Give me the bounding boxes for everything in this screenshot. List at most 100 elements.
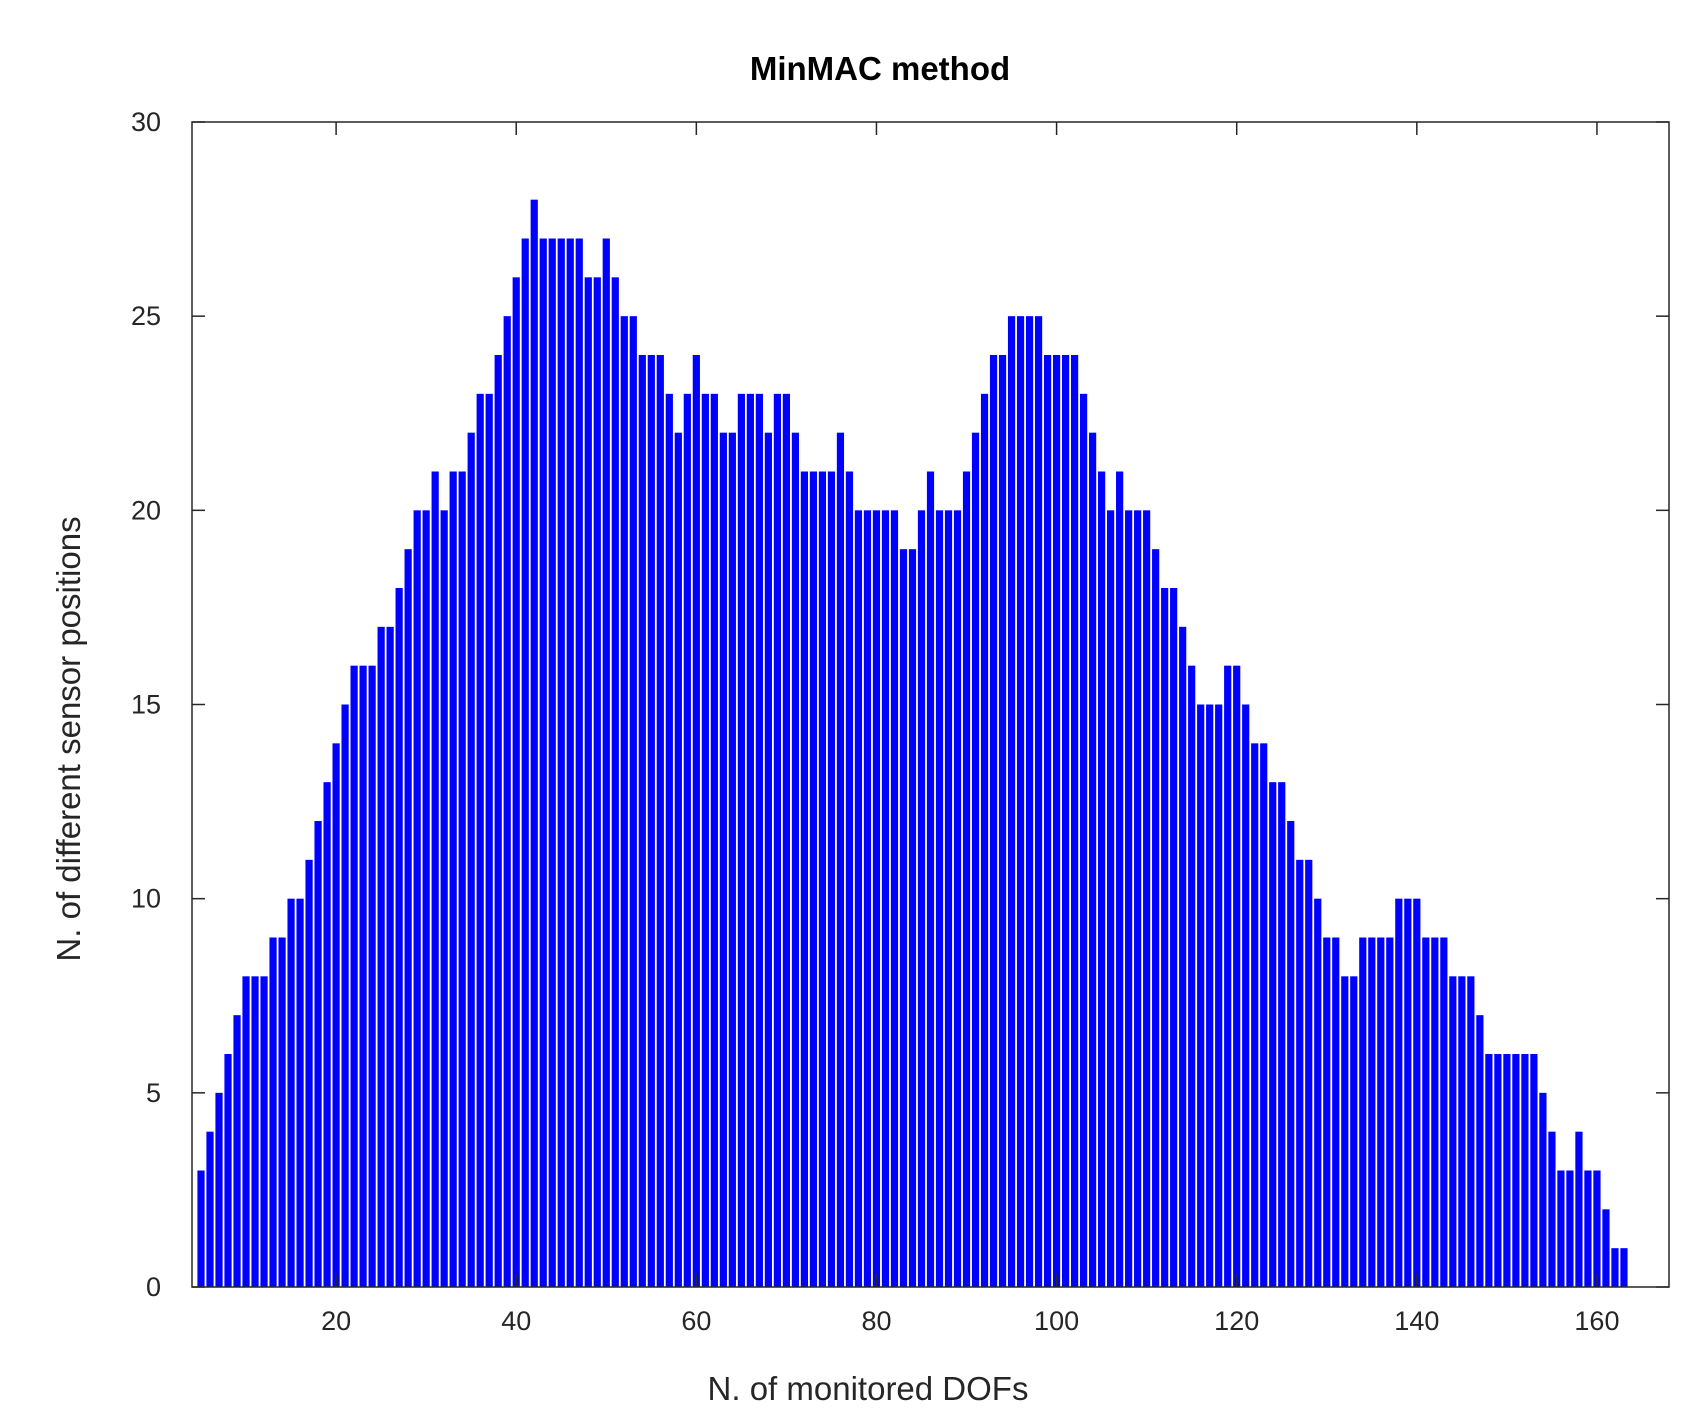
bar-92 (980, 393, 989, 1288)
bar-70 (782, 393, 790, 1288)
bar-84 (908, 549, 917, 1287)
bar-134 (1359, 937, 1367, 1287)
bar-35 (467, 432, 475, 1287)
bar-106 (1107, 510, 1115, 1288)
bar-128 (1305, 859, 1313, 1287)
bar-62 (710, 393, 718, 1288)
bar-17 (305, 859, 313, 1287)
y-tick-label-25: 25 (131, 301, 161, 331)
bar-133 (1350, 976, 1358, 1287)
bar-31 (431, 471, 439, 1287)
bar-101 (1061, 355, 1070, 1287)
bar-114 (1179, 626, 1187, 1287)
bar-82 (890, 510, 899, 1288)
bar-50 (602, 238, 610, 1287)
bar-58 (674, 432, 682, 1287)
bar-146 (1467, 976, 1475, 1287)
bar-6 (206, 1131, 214, 1287)
x-tick-label-160: 160 (1574, 1306, 1619, 1336)
bar-25 (377, 626, 385, 1287)
bar-66 (746, 393, 754, 1288)
bar-44 (548, 238, 556, 1287)
bar-159 (1584, 1170, 1592, 1287)
bar-41 (521, 238, 529, 1287)
bar-125 (1278, 782, 1286, 1287)
bar-118 (1215, 704, 1223, 1287)
y-axis-title: N. of different sensor positions (50, 516, 87, 961)
bar-136 (1377, 937, 1385, 1287)
bar-107 (1116, 471, 1124, 1287)
bar-39 (503, 316, 511, 1287)
bar-117 (1206, 704, 1214, 1287)
bar-147 (1476, 1015, 1484, 1287)
bar-85 (917, 510, 926, 1288)
bar-69 (773, 393, 781, 1288)
bar-75 (827, 471, 836, 1287)
bar-29 (413, 510, 421, 1288)
bar-145 (1458, 976, 1466, 1287)
bar-65 (737, 393, 745, 1288)
bar-161 (1602, 1209, 1610, 1287)
x-tick-label-20: 20 (321, 1306, 351, 1336)
bar-155 (1548, 1131, 1556, 1287)
bar-108 (1125, 510, 1133, 1288)
x-tick-label-100: 100 (1034, 1306, 1079, 1336)
bar-94 (998, 355, 1007, 1287)
bar-105 (1098, 471, 1106, 1287)
bar-100 (1052, 355, 1061, 1287)
bar-96 (1016, 316, 1025, 1287)
bar-138 (1395, 898, 1403, 1287)
bar-15 (287, 898, 295, 1287)
bar-148 (1485, 1054, 1493, 1287)
y-tick-label-0: 0 (146, 1272, 161, 1302)
bar-56 (656, 355, 664, 1287)
bar-135 (1368, 937, 1376, 1287)
bar-126 (1287, 821, 1295, 1287)
bar-81 (881, 510, 890, 1288)
bar-160 (1593, 1170, 1601, 1287)
bar-86 (926, 471, 935, 1287)
bar-144 (1449, 976, 1457, 1287)
bar-53 (629, 316, 637, 1287)
bar-141 (1422, 937, 1430, 1287)
bar-99 (1043, 355, 1052, 1287)
bar-49 (593, 277, 601, 1288)
bar-47 (575, 238, 583, 1287)
bar-137 (1386, 937, 1394, 1287)
y-tick-label-20: 20 (131, 495, 161, 525)
bar-42 (530, 199, 538, 1287)
x-axis-title: N. of monitored DOFs (708, 1370, 1029, 1407)
bar-23 (359, 665, 367, 1287)
bar-151 (1512, 1054, 1520, 1287)
bar-120 (1233, 665, 1241, 1287)
bar-32 (440, 510, 448, 1288)
bar-80 (872, 510, 881, 1288)
bar-119 (1224, 665, 1232, 1287)
y-tick-label-10: 10 (131, 884, 161, 914)
bar-48 (584, 277, 592, 1288)
bar-139 (1404, 898, 1412, 1287)
bar-52 (620, 316, 628, 1287)
bar-51 (611, 277, 619, 1288)
bar-124 (1269, 782, 1277, 1287)
bar-113 (1170, 588, 1178, 1287)
bar-8 (224, 1054, 232, 1287)
bars-group (197, 199, 1628, 1288)
bar-162 (1611, 1248, 1619, 1287)
bar-28 (404, 549, 412, 1287)
bar-14 (278, 937, 286, 1287)
bar-130 (1323, 937, 1331, 1287)
bar-97 (1025, 316, 1034, 1287)
bar-45 (557, 238, 565, 1287)
bar-127 (1296, 859, 1304, 1287)
bar-102 (1071, 355, 1079, 1287)
bar-59 (683, 393, 691, 1288)
bar-93 (989, 355, 998, 1287)
bar-16 (296, 898, 304, 1287)
bar-11 (251, 976, 259, 1287)
bar-67 (755, 393, 763, 1288)
tick-labels-group: 20 40 60 80 100 120 140 160 0 5 10 15 20 25 30 (131, 107, 1620, 1336)
bar-61 (701, 393, 709, 1288)
bar-91 (971, 432, 980, 1287)
